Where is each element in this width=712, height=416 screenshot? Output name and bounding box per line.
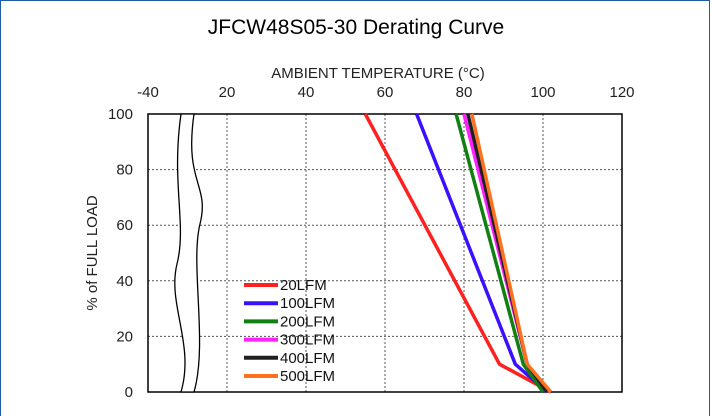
x-tick-labels: -40 20 40 60 80 100 120 [137, 84, 634, 101]
x-tick-label: 120 [609, 84, 634, 101]
series-line-20LFM [363, 113, 552, 394]
y-axis-label: % of FULL LOAD [84, 195, 101, 310]
legend-label-200LFM: 200LFM [280, 313, 335, 330]
series-lines [363, 113, 553, 394]
y-tick-labels: 0 20 40 60 80 100 [108, 106, 133, 401]
plot-area [147, 113, 623, 393]
y-tick-label: 60 [116, 217, 133, 234]
x-tick-label: 80 [456, 84, 473, 101]
y-tick-label: 100 [108, 106, 133, 123]
x-tick-label: 40 [298, 84, 315, 101]
y-tick-label: 20 [116, 328, 133, 345]
legend-label-100LFM: 100LFM [280, 295, 335, 312]
y-tick-label: 0 [125, 384, 133, 401]
series-line-500LFM [470, 113, 553, 394]
x-axis-label: AMBIENT TEMPERATURE (°C) [271, 65, 485, 82]
x-tick-label: 100 [530, 84, 555, 101]
x-tick-label: 60 [377, 84, 394, 101]
grid-lines [148, 114, 623, 392]
y-tick-label: 40 [116, 273, 133, 290]
x-tick-label: 20 [219, 84, 236, 101]
legend-label-20LFM: 20LFM [280, 277, 327, 294]
chart-title: JFCW48S05-30 Derating Curve [207, 16, 505, 39]
axis-break-mark [174, 113, 203, 393]
legend-label-300LFM: 300LFM [280, 332, 335, 349]
legend-label-500LFM: 500LFM [280, 368, 335, 385]
series-line-200LFM [454, 113, 545, 394]
x-tick-label: -40 [137, 84, 159, 101]
y-tick-label: 80 [116, 162, 133, 179]
legend-label-400LFM: 400LFM [280, 350, 335, 367]
